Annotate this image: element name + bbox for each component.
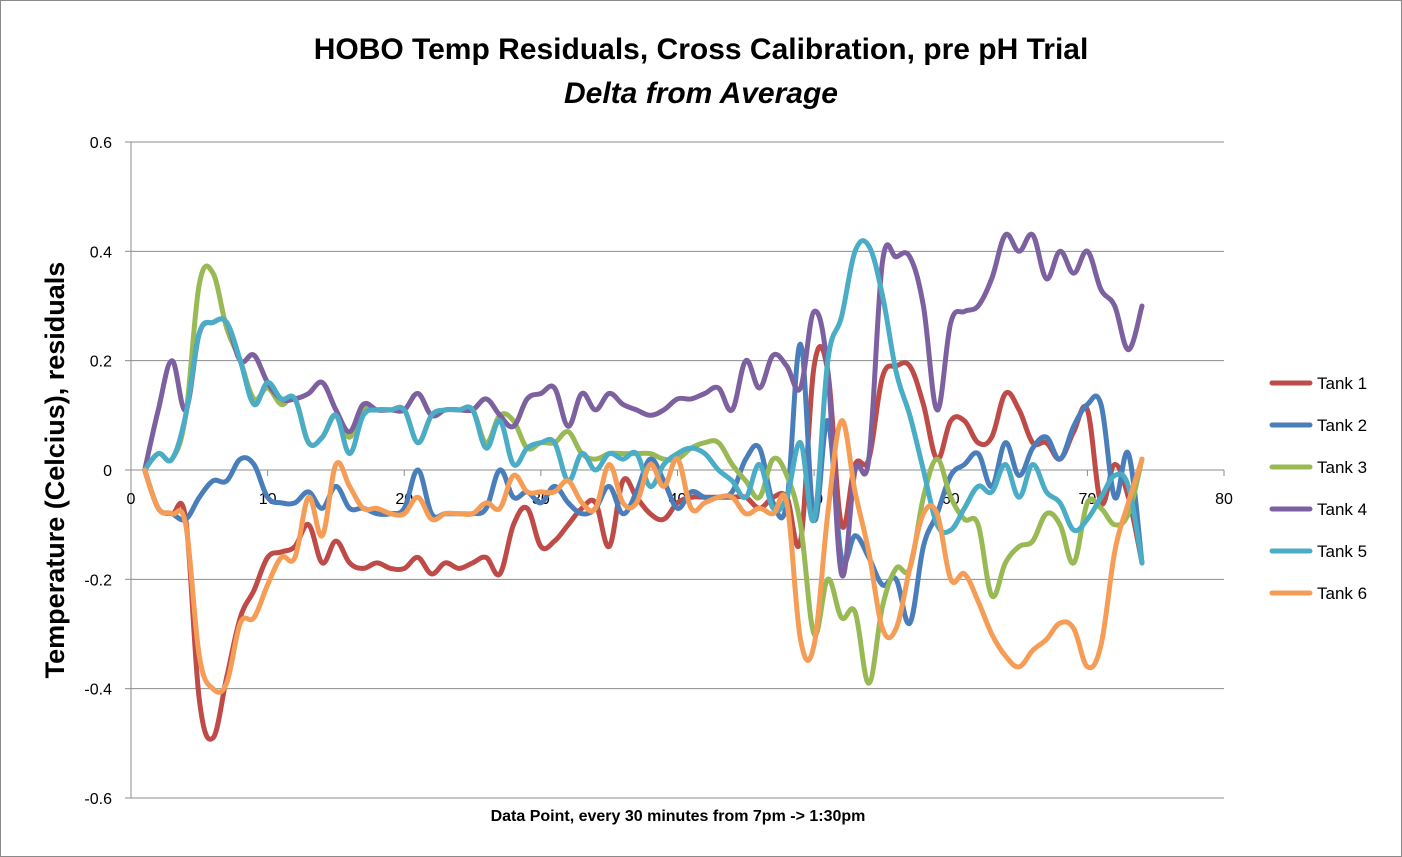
series-line-tank-4 — [142, 231, 1145, 579]
y-tick-label: 0 — [103, 463, 112, 480]
series-line-tank-1 — [142, 343, 1145, 742]
y-tick-labels: -0.6 -0.4 -0.2 0 0.2 0.4 0.6 — [84, 135, 112, 808]
y-tick-label: 0.2 — [90, 354, 112, 371]
series-line-tank-6 — [142, 418, 1145, 695]
series-line-tank-2 — [142, 341, 1145, 626]
y-tick-label: 0.6 — [90, 135, 112, 152]
y-tick-label: -0.4 — [84, 682, 112, 699]
chart-subtitle: Delta from Average — [564, 77, 838, 110]
legend-label-tank-5: Tank 5 — [1317, 542, 1367, 561]
y-tick-label: 0.4 — [90, 244, 112, 261]
legend-label-tank-6: Tank 6 — [1317, 584, 1367, 603]
legend-label-tank-2: Tank 2 — [1317, 416, 1367, 435]
legend-label-tank-4: Tank 4 — [1317, 500, 1367, 519]
series-lines — [142, 231, 1145, 742]
y-tick-label: -0.2 — [84, 572, 112, 589]
legend-label-tank-3: Tank 3 — [1317, 458, 1367, 477]
legend-label-tank-1: Tank 1 — [1317, 374, 1367, 393]
legend: Tank 1 Tank 2 Tank 3 Tank 4 Tank 5 Tank 6 — [1269, 374, 1367, 603]
y-tick-label: -0.6 — [84, 791, 112, 808]
x-axis-title: Data Point, every 30 minutes from 7pm ->… — [491, 808, 866, 825]
x-tick-label: 0 — [127, 491, 136, 508]
chart-title: HOBO Temp Residuals, Cross Calibration, … — [314, 33, 1089, 66]
x-tick-label: 80 — [1215, 491, 1233, 508]
y-axis-title: Temperature (Celcius), residuals — [40, 262, 70, 679]
axes — [130, 142, 1225, 798]
series-line-tank-5 — [142, 238, 1145, 566]
